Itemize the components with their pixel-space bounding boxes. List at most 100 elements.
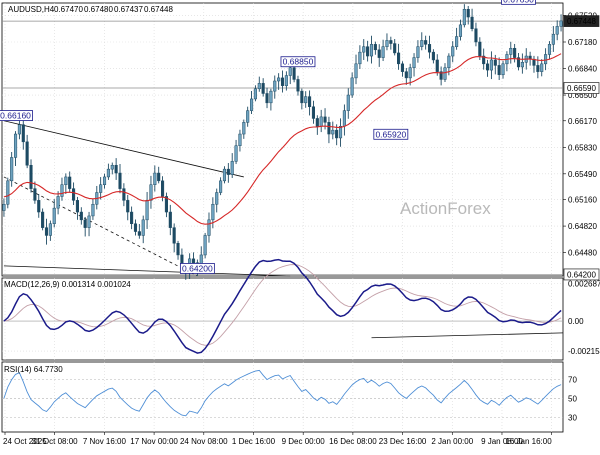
y-tick-label: 0.64820 xyxy=(568,222,597,231)
candle-body xyxy=(393,43,397,54)
x-tick-label: 9 Dec 00:00 xyxy=(282,437,326,446)
candle-body xyxy=(269,90,273,104)
candle-body xyxy=(52,207,56,224)
candle-body xyxy=(91,203,95,217)
candle-body xyxy=(102,176,107,185)
candle-body xyxy=(211,203,215,221)
candle-body xyxy=(141,219,145,236)
candle-body xyxy=(304,96,308,104)
candle-body xyxy=(48,223,52,236)
y-tick-label: 0.66840 xyxy=(568,65,597,74)
candle-body xyxy=(246,110,250,123)
x-tick-label: 7 Nov 16:00 xyxy=(83,437,127,446)
candle-body xyxy=(10,157,14,182)
rsi-tick-label: 30 xyxy=(568,414,577,423)
moving-average-line xyxy=(3,53,562,225)
candle-body xyxy=(362,46,366,53)
macd-tick-label: -0.002154 xyxy=(568,347,600,356)
candle-body xyxy=(87,215,91,228)
x-tick-label: 16 Dec 08:00 xyxy=(329,437,377,446)
candle-body xyxy=(369,44,374,57)
candle-body xyxy=(408,67,412,79)
candle-body xyxy=(547,44,552,55)
candle-body xyxy=(277,77,281,82)
price-highlight-box xyxy=(563,15,600,27)
candle-body xyxy=(300,90,304,104)
candle-body xyxy=(60,184,64,197)
candle-body xyxy=(497,65,501,76)
candle-body xyxy=(400,63,404,72)
candle-body xyxy=(389,40,393,44)
candle-body xyxy=(420,40,424,47)
macd-pane xyxy=(3,258,564,354)
candle-body xyxy=(288,67,292,76)
macd-label: MACD(12,26,9) 0.001314 0.001024 xyxy=(4,280,131,289)
candle-body xyxy=(130,211,134,224)
candle-body xyxy=(118,172,122,189)
candle-body xyxy=(219,180,223,193)
candle-body xyxy=(296,79,300,92)
candle-body xyxy=(509,47,513,55)
candle-body xyxy=(29,164,33,189)
candle-body xyxy=(17,124,21,135)
rsi-line xyxy=(3,369,562,417)
candle-body xyxy=(315,118,319,127)
candle-body xyxy=(474,28,478,43)
pane-border xyxy=(1,277,564,361)
candle-body xyxy=(191,258,196,263)
candle-body xyxy=(110,164,114,170)
candle-body xyxy=(385,40,389,47)
candle-body xyxy=(520,62,524,68)
y-tick-label: 0.65830 xyxy=(568,143,597,152)
candle-body xyxy=(226,168,230,175)
candle-body xyxy=(215,192,219,205)
annotation-box xyxy=(501,0,536,5)
candle-body xyxy=(13,133,18,158)
macd-signal-line xyxy=(3,264,562,346)
candle-body xyxy=(261,83,265,94)
candle-body xyxy=(455,36,459,47)
candle-body xyxy=(157,172,161,182)
candle-body xyxy=(207,219,211,236)
candle-body xyxy=(439,71,443,80)
candle-body xyxy=(462,8,466,26)
candle-body xyxy=(168,211,172,228)
candle-body xyxy=(381,46,385,58)
candle-body xyxy=(431,51,435,61)
candle-body xyxy=(412,57,416,68)
annotation-box xyxy=(179,263,215,274)
candle-body xyxy=(555,26,559,35)
candle-body xyxy=(41,211,45,228)
candle-body xyxy=(551,33,555,45)
candle-body xyxy=(346,94,350,111)
macd-tick-label: 0.002687 xyxy=(568,280,600,289)
candle-body xyxy=(172,227,176,244)
annotation-box xyxy=(280,56,316,68)
macd-tick-label: 0.00 xyxy=(568,317,584,326)
candle-body xyxy=(83,219,87,228)
annotation-label: 0.68850 xyxy=(283,57,314,67)
price-highlight-label: 0.67448 xyxy=(567,17,596,26)
candle-body xyxy=(447,55,451,68)
candle-body xyxy=(311,106,316,119)
trendline xyxy=(3,120,244,178)
x-tick-label: 24 Oct 2025 xyxy=(3,437,47,446)
price-pane: 0.66160 0.68850 0.65920 0.64200 0.67650 xyxy=(0,0,563,280)
x-tick-label: 16 Jan 16:00 xyxy=(505,437,552,446)
chart-symbol: AUDUSD,H4 xyxy=(8,5,55,14)
candle-body xyxy=(489,59,493,71)
price-highlight-label: 0.66590 xyxy=(567,84,596,93)
candle-body xyxy=(443,67,447,80)
x-tick-label: 31 Oct 08:00 xyxy=(32,437,78,446)
candle-body xyxy=(319,116,323,127)
rsi-tick-label: 70 xyxy=(568,375,577,384)
candle-body xyxy=(75,200,79,213)
candle-body xyxy=(64,176,68,185)
annotation-label: 0.65920 xyxy=(375,129,406,139)
candle-body xyxy=(106,168,110,178)
candle-body xyxy=(253,88,257,100)
candle-body xyxy=(126,200,130,213)
candle-body xyxy=(257,83,261,90)
